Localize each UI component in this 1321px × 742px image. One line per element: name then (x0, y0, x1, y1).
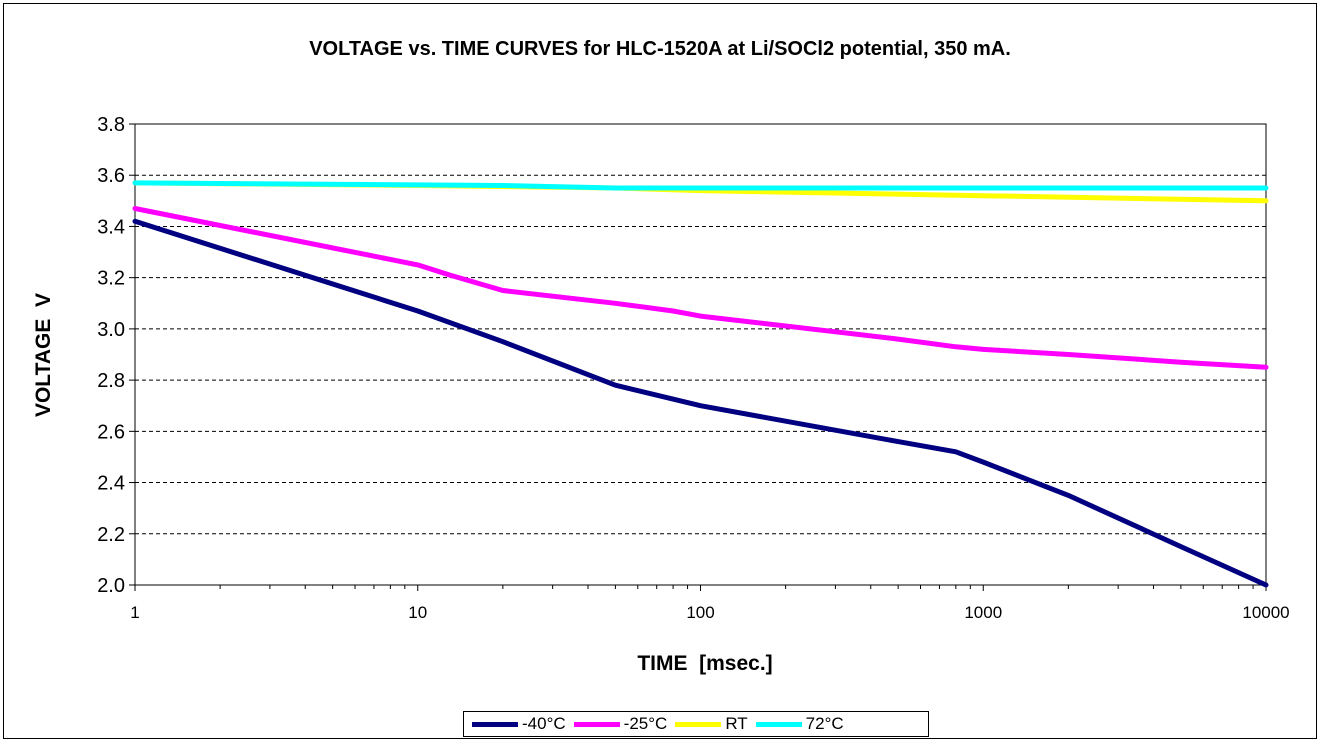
legend-swatch (573, 721, 620, 727)
y-tick-label: 2.0 (97, 575, 125, 597)
y-tick-label: 2.6 (97, 421, 125, 443)
legend-label: -25°C (623, 714, 668, 733)
x-axis: 1 10 100 1000 10000 (130, 585, 1290, 622)
y-tick-label: 3.0 (97, 319, 125, 341)
x-tick-label: 100 (686, 603, 714, 622)
legend-label: -40°C (522, 714, 566, 733)
legend-item: -40°C (472, 714, 566, 734)
y-tick-label: 3.4 (97, 216, 125, 238)
chart-title: VOLTAGE vs. TIME CURVES for HLC-1520A at… (309, 38, 1011, 60)
chart-frame: VOLTAGE vs. TIME CURVES for HLC-1520A at… (3, 3, 1317, 739)
legend-swatch (675, 721, 722, 727)
y-tick-label: 2.4 (97, 473, 125, 495)
series-line-72°C (132, 180, 1269, 191)
y-tick-label: 3.8 (97, 114, 125, 136)
legend-item: RT (675, 714, 748, 734)
y-tick-label: 2.8 (97, 370, 125, 392)
x-tick-label: 10 (408, 603, 427, 622)
y-tick-label: 3.6 (97, 165, 125, 187)
legend-label: 72°C (805, 714, 844, 733)
x-axis-label: TIME [msec.] (637, 652, 772, 675)
legend-swatch (472, 721, 518, 727)
series-line--40°C (132, 218, 1269, 588)
legend-label: RT (725, 714, 748, 733)
y-axis-label: VOLTAGE V (32, 293, 55, 417)
series-lines (132, 180, 1269, 588)
y-tick-label: 2.2 (97, 524, 125, 546)
x-tick-label: 1000 (964, 603, 1002, 622)
y-tick-label: 3.2 (97, 268, 125, 290)
chart-legend: -40°C -25°C RT 72°C (463, 711, 929, 737)
y-axis: 2.0 2.2 2.4 2.6 2.8 3.0 3.2 3.4 3.6 3.8 (97, 114, 135, 597)
legend-swatch (755, 721, 802, 727)
legend-item: 72°C (755, 714, 844, 734)
legend-item: -25°C (573, 714, 668, 734)
x-tick-label: 1 (130, 603, 139, 622)
series-line--25°C (132, 206, 1269, 370)
x-tick-label: 10000 (1242, 603, 1289, 622)
